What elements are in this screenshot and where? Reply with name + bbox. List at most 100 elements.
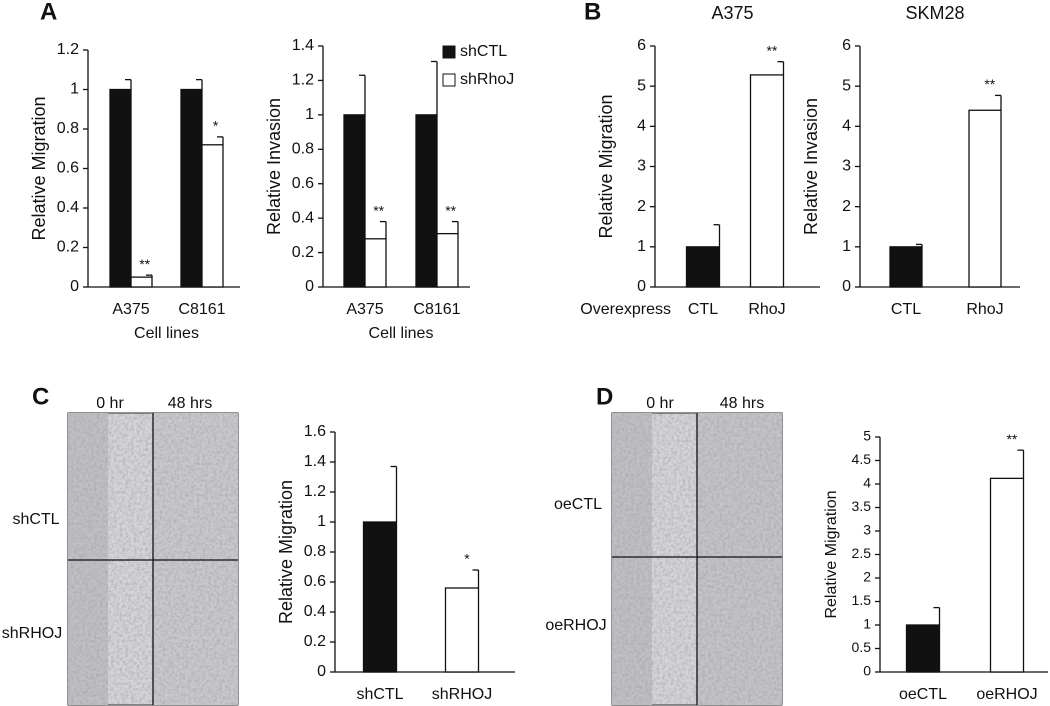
bar (180, 88, 203, 288)
y-tick-label: 3 (637, 158, 646, 175)
y-axis-label: Relative Migration (823, 490, 840, 618)
bar (905, 624, 941, 673)
y-tick-label: 6 (637, 37, 646, 54)
row-label: shRHOJ (2, 625, 62, 642)
y-tick-label: 1 (70, 81, 79, 98)
y-tick-label: 1 (317, 513, 326, 530)
x-tick-label: oeCTL (899, 686, 947, 703)
x-tick-label: A375 (112, 301, 149, 318)
y-tick-label: 1 (842, 238, 851, 255)
bar (889, 246, 923, 288)
y-tick-label: 0 (317, 663, 326, 680)
bar (444, 587, 480, 673)
y-tick-label: 0.4 (57, 199, 79, 216)
x-axis-label: Cell lines (369, 325, 434, 342)
column-label: 0 hr (646, 395, 674, 412)
x-axis-label: Cell lines (134, 325, 199, 342)
y-tick-label: 0.8 (304, 543, 326, 560)
significance: ** (139, 256, 150, 272)
y-tick-label: 2 (842, 198, 851, 215)
significance: ** (984, 76, 995, 92)
y-tick-label: 0.2 (57, 239, 79, 256)
y-tick-label: 2 (863, 569, 871, 585)
y-tick-label: 5 (637, 77, 646, 94)
micrograph-grid: 0 hr 48 hrs shCTL shRHOJ (2, 395, 239, 706)
y-tick-label: 4 (637, 118, 646, 135)
y-tick-label: 6 (842, 37, 851, 54)
bar (362, 521, 398, 673)
y-tick-label: 3.5 (852, 498, 872, 514)
x-tick-label: RhoJ (966, 301, 1003, 318)
y-tick-label: 4 (842, 118, 851, 135)
y-tick-label: 0.8 (292, 141, 314, 158)
legend-swatch (442, 73, 456, 87)
y-tick-label: 4.5 (852, 451, 872, 467)
bar (749, 74, 785, 288)
legend-label: shRhoJ (460, 71, 514, 88)
y-axis-label: Relative Migration (29, 96, 49, 240)
y-tick-label: 1.2 (57, 41, 79, 58)
bar (343, 114, 366, 288)
y-tick-label: 0.2 (292, 244, 314, 261)
legend-label: shCTL (460, 43, 507, 60)
y-tick-label: 4 (863, 475, 871, 491)
x-tick-label: shRHOJ (432, 686, 492, 703)
y-tick-label: 0.8 (57, 120, 79, 137)
bar (415, 114, 438, 288)
y-tick-label: 0 (305, 278, 314, 295)
panel-label: B (584, 0, 601, 25)
x-tick-label: CTL (688, 301, 718, 318)
y-tick-label: 1.5 (852, 592, 872, 608)
bar (968, 109, 1002, 288)
significance: ** (1006, 431, 1017, 447)
significance: * (213, 118, 219, 134)
y-tick-label: 0 (70, 278, 79, 295)
panel-label: A (40, 0, 57, 25)
y-tick-label: 0.6 (292, 175, 314, 192)
y-tick-label: 1.4 (304, 453, 326, 470)
y-axis-label: Relative Invasion (801, 98, 821, 235)
significance: ** (766, 42, 777, 58)
significance: ** (373, 202, 384, 218)
panel-label: C (32, 383, 49, 410)
y-axis-label: Relative Migration (276, 480, 296, 624)
bar (109, 88, 132, 288)
y-tick-label: 0.4 (304, 603, 326, 620)
y-tick-label: 0 (637, 278, 646, 295)
micrograph-grid: 0 hr 48 hrs oeCTL oeRHOJ (545, 395, 783, 706)
row-label: oeRHOJ (545, 617, 606, 634)
bar (436, 232, 459, 288)
legend-swatch (442, 45, 456, 59)
y-tick-label: 2.5 (852, 545, 872, 561)
y-tick-label: 1.6 (304, 423, 326, 440)
y-tick-label: 0.5 (852, 639, 872, 655)
chart-title: SKM28 (905, 3, 964, 23)
x-tick-label: C8161 (413, 301, 460, 318)
bar (685, 246, 721, 288)
y-tick-label: 1 (637, 238, 646, 255)
y-tick-label: 0 (842, 278, 851, 295)
y-axis-label: Relative Invasion (264, 98, 284, 235)
y-tick-label: 1 (863, 616, 871, 632)
row-label: shCTL (12, 511, 59, 528)
x-tick-label: C8161 (178, 301, 225, 318)
significance: * (464, 551, 470, 567)
y-tick-label: 0.4 (292, 209, 314, 226)
y-tick-label: 2 (637, 198, 646, 215)
column-label: 48 hrs (720, 395, 764, 412)
y-tick-label: 5 (863, 428, 871, 444)
y-tick-label: 0 (863, 663, 871, 679)
bar (989, 477, 1025, 673)
x-tick-label: oeRHOJ (976, 686, 1037, 703)
y-tick-label: 0.6 (57, 160, 79, 177)
bar (201, 144, 224, 288)
y-tick-label: 1 (305, 106, 314, 123)
x-tick-label: RhoJ (748, 301, 785, 318)
y-tick-label: 1.2 (304, 483, 326, 500)
x-tick-label: shCTL (356, 686, 403, 703)
y-tick-label: 3 (863, 522, 871, 538)
panel-label: D (596, 383, 613, 410)
row-label: oeCTL (554, 496, 602, 513)
y-tick-label: 0.6 (304, 573, 326, 590)
